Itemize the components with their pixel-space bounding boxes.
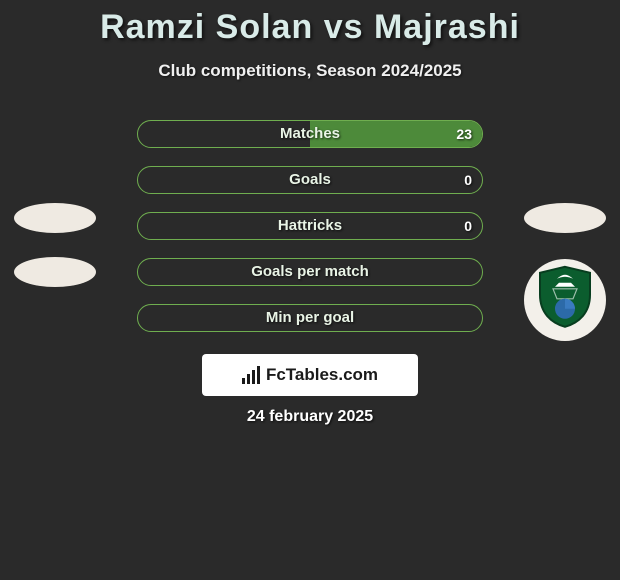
stat-value-right: 23 bbox=[456, 121, 472, 147]
stat-label: Matches bbox=[138, 121, 482, 147]
stat-row: Goals0 bbox=[137, 166, 483, 194]
stat-row: Matches23 bbox=[137, 120, 483, 148]
avatar-placeholder-icon bbox=[524, 203, 606, 233]
page-title: Ramzi Solan vs Majrashi bbox=[0, 0, 620, 47]
stat-value-right: 0 bbox=[464, 167, 472, 193]
stat-label: Min per goal bbox=[138, 305, 482, 331]
stat-row: Min per goal bbox=[137, 304, 483, 332]
stat-label: Goals per match bbox=[138, 259, 482, 285]
avatar-right-0 bbox=[524, 177, 606, 259]
club-badge-icon bbox=[524, 259, 606, 341]
watermark-text: FcTables.com bbox=[266, 365, 378, 385]
bar-chart-icon bbox=[242, 366, 260, 384]
title-player2: Majrashi bbox=[374, 8, 520, 46]
title-vs: vs bbox=[324, 8, 364, 46]
stat-row: Hattricks0 bbox=[137, 212, 483, 240]
avatar-right-1 bbox=[524, 259, 606, 341]
stat-row: Goals per match bbox=[137, 258, 483, 286]
avatar-placeholder-icon bbox=[14, 257, 96, 287]
stat-label: Hattricks bbox=[138, 213, 482, 239]
watermark: FcTables.com bbox=[202, 354, 418, 396]
stat-value-right: 0 bbox=[464, 213, 472, 239]
stat-label: Goals bbox=[138, 167, 482, 193]
avatar-placeholder-icon bbox=[14, 203, 96, 233]
stats-container: Matches23Goals0Hattricks0Goals per match… bbox=[137, 120, 483, 332]
avatar-left-1 bbox=[14, 231, 96, 313]
title-player1: Ramzi Solan bbox=[100, 8, 313, 46]
date-text: 24 february 2025 bbox=[0, 408, 620, 426]
subtitle: Club competitions, Season 2024/2025 bbox=[0, 61, 620, 81]
